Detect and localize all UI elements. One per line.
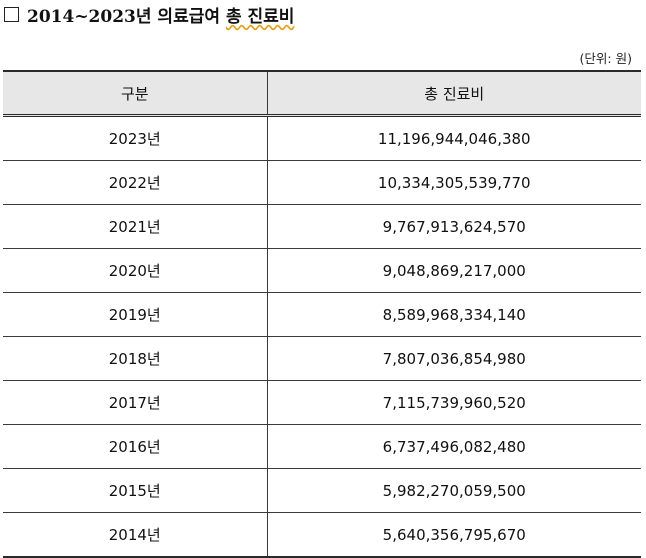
cost-table-container: 구분 총 진료비 2023년 11,196,944,046,380 2022년 …	[3, 70, 641, 558]
cost-cell: 11,196,944,046,380	[267, 115, 641, 161]
column-header-category: 구분	[3, 70, 268, 117]
year-cell: 2019년	[3, 292, 268, 337]
medical-cost-table: 구분 총 진료비 2023년 11,196,944,046,380 2022년 …	[3, 70, 641, 558]
year-cell: 2022년	[3, 160, 268, 205]
table-row: 2021년 9,767,913,624,570	[3, 204, 641, 249]
table-row: 2016년 6,737,496,082,480	[3, 424, 641, 469]
table-row: 2017년 7,115,739,960,520	[3, 380, 641, 425]
year-cell: 2015년	[3, 468, 268, 513]
title-emphasis-text: 총 진료비	[225, 6, 295, 27]
table-row: 2022년 10,334,305,539,770	[3, 160, 641, 205]
cost-cell: 7,115,739,960,520	[267, 380, 641, 425]
table-row: 2019년 8,589,968,334,140	[3, 292, 641, 337]
page-title: 2014~2023년 의료급여 총 진료비	[4, 2, 295, 27]
cost-cell: 8,589,968,334,140	[267, 292, 641, 337]
unit-label: (단위: 원)	[579, 51, 632, 66]
cost-cell: 9,048,869,217,000	[267, 248, 641, 293]
year-cell: 2014년	[3, 512, 268, 558]
table-row: 2014년 5,640,356,795,670	[3, 512, 641, 558]
year-cell: 2020년	[3, 248, 268, 293]
cost-cell: 9,767,913,624,570	[267, 204, 641, 249]
cost-cell: 5,982,270,059,500	[267, 468, 641, 513]
year-cell: 2017년	[3, 380, 268, 425]
table-row: 2018년 7,807,036,854,980	[3, 336, 641, 381]
cost-cell: 5,640,356,795,670	[267, 512, 641, 558]
year-cell: 2023년	[3, 115, 268, 161]
title-text: 2014~2023년 의료급여	[27, 6, 220, 27]
table-row: 2023년 11,196,944,046,380	[3, 115, 641, 161]
cost-cell: 10,334,305,539,770	[267, 160, 641, 205]
year-cell: 2018년	[3, 336, 268, 381]
table-header-row: 구분 총 진료비	[3, 70, 641, 117]
year-cell: 2021년	[3, 204, 268, 249]
table-row: 2015년 5,982,270,059,500	[3, 468, 641, 513]
cost-cell: 6,737,496,082,480	[267, 424, 641, 469]
checkbox-square-icon	[4, 7, 19, 22]
year-cell: 2016년	[3, 424, 268, 469]
table-row: 2020년 9,048,869,217,000	[3, 248, 641, 293]
cost-cell: 7,807,036,854,980	[267, 336, 641, 381]
column-header-total-cost: 총 진료비	[267, 70, 641, 117]
